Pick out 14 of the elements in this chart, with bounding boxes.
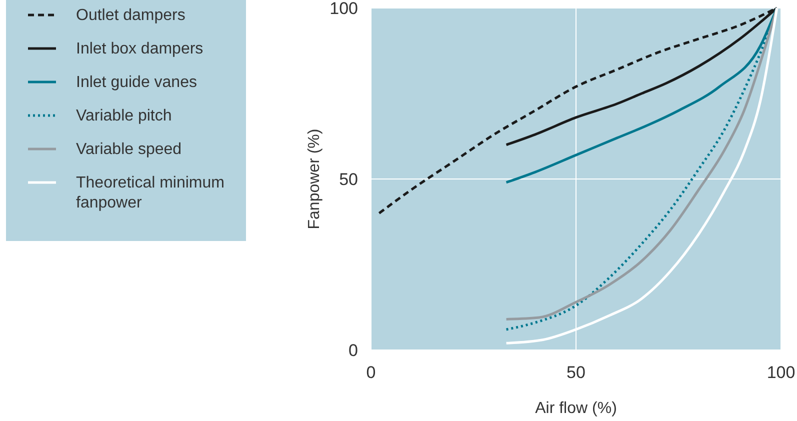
legend-label: Inlet guide vanes: [76, 74, 197, 91]
legend-label: Inlet box dampers: [76, 40, 204, 58]
y-tick-label: 0: [348, 341, 358, 360]
legend-label: Theoretical minimum fanpower: [76, 174, 224, 212]
legend-label: Outlet dampers: [76, 7, 186, 24]
x-tick-label: 50: [566, 363, 586, 382]
legend-label: Variable pitch: [76, 108, 172, 124]
y-tick-label: 50: [339, 170, 358, 189]
legend-label: Variable speed: [76, 141, 182, 158]
x-tick-label: 0: [366, 363, 376, 382]
x-axis-title: Air flow (%): [535, 400, 617, 417]
x-tick-label: 100: [766, 363, 796, 382]
y-tick-label: 100: [330, 0, 358, 18]
y-axis-title: Fanpower (%): [306, 128, 323, 230]
